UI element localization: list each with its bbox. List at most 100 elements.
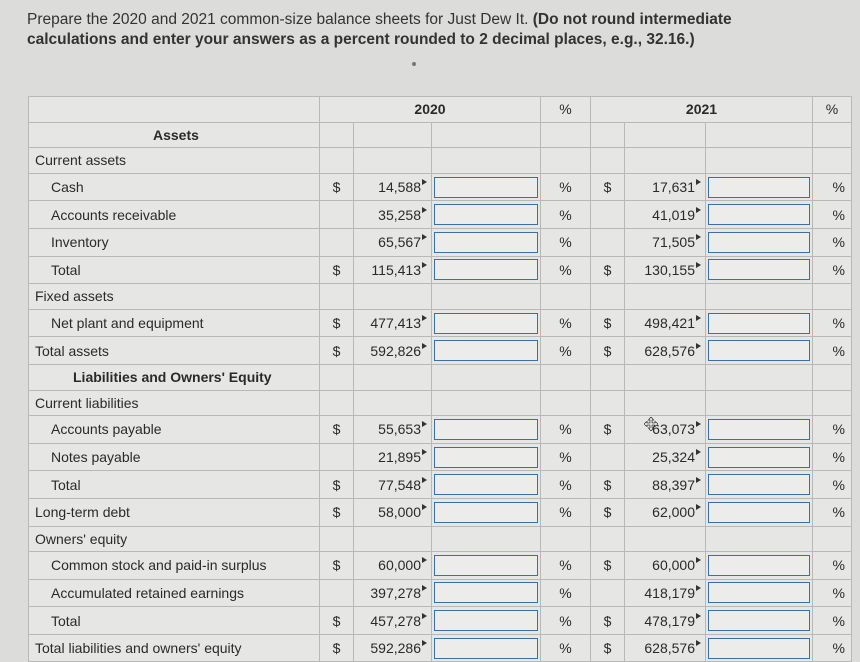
value-2021: 130,155 [624, 255, 706, 285]
pct-input-cell-2021 [705, 172, 813, 202]
empty-cell [431, 389, 541, 417]
value-2021: 63,073 [624, 415, 706, 444]
value-2021-text: 41,019 [652, 206, 695, 223]
value-2020-text: 35,258 [378, 206, 421, 223]
pct-sign-2021: % [812, 551, 852, 580]
pct-input-2020[interactable] [434, 418, 538, 440]
currency-2021 [590, 442, 625, 472]
pct-input-2021[interactable] [708, 554, 810, 576]
empty-cell [431, 363, 541, 391]
empty-cell [624, 121, 706, 149]
pct-sign-2021: % [812, 172, 852, 202]
pct-input-cell-2021 [705, 442, 813, 472]
cell-marker-icon [422, 612, 427, 619]
pct-input-cell-2021 [705, 308, 813, 338]
empty-cell [353, 121, 432, 149]
empty-cell [540, 389, 591, 417]
pct-sign-2021: % [812, 227, 852, 257]
pct-input-2020[interactable] [434, 340, 538, 362]
cell-marker-icon [696, 504, 701, 511]
pct-sign-2020: % [540, 255, 591, 285]
currency-2021: $ [590, 172, 625, 202]
row-label: Long-term debt [28, 497, 320, 527]
empty-cell [319, 121, 354, 149]
currency-2021: $ [590, 308, 625, 338]
table-row: Owners' equity [28, 525, 852, 553]
pct-input-cell-2020 [431, 470, 541, 499]
pct-input-cell-2021 [705, 497, 813, 527]
pct-input-2020[interactable] [434, 231, 538, 253]
instructions-normal: Prepare the 2020 and 2021 common-size ba… [27, 11, 533, 28]
currency-2020: $ [319, 415, 354, 444]
header-row: 2020 % 2021 % [28, 96, 852, 123]
value-2020: 477,413 [353, 308, 432, 338]
currency-2021: $ [590, 336, 625, 365]
value-2021: 41,019 [624, 200, 706, 229]
pct-input-2021[interactable] [708, 501, 810, 523]
pct-input-2020[interactable] [434, 554, 538, 576]
row-label: Current assets [28, 147, 320, 174]
pct-input-2020[interactable] [434, 474, 538, 496]
pct-input-2021[interactable] [708, 474, 810, 496]
pct-input-2021[interactable] [708, 610, 810, 632]
instructions-bold: (Do not round intermediate calculations … [27, 11, 732, 48]
pct-sign-2021: % [812, 606, 852, 635]
pct-input-2020[interactable] [434, 582, 538, 604]
pct-input-2020[interactable] [434, 637, 538, 659]
instructions: Prepare the 2020 and 2021 common-size ba… [27, 10, 747, 50]
pct-input-2020[interactable] [434, 312, 538, 334]
pct-sign-2020: % [540, 633, 591, 662]
empty-cell [812, 283, 852, 310]
value-2020-text: 477,413 [370, 315, 421, 332]
pct-input-2021[interactable] [708, 204, 810, 226]
value-2020: 77,548 [353, 470, 432, 499]
pct-input-cell-2021 [705, 200, 813, 229]
pct-input-2021[interactable] [708, 259, 810, 281]
pct-sign-2021: % [812, 336, 852, 365]
cell-marker-icon [696, 261, 701, 268]
pct-input-2021[interactable] [708, 582, 810, 604]
pct-input-2020[interactable] [434, 176, 538, 198]
pct-sign-2020: % [540, 336, 591, 365]
empty-cell [540, 121, 591, 149]
pct-input-2021[interactable] [708, 231, 810, 253]
pct-input-2020[interactable] [434, 610, 538, 632]
pct-sign-2020: % [540, 172, 591, 202]
table-row: Total liabilities and owners' equity $592… [28, 633, 852, 662]
pct-input-2020[interactable] [434, 204, 538, 226]
pct-input-cell-2021 [705, 606, 813, 635]
value-2020: 65,567 [353, 227, 432, 257]
table-row: Liabilities and Owners' Equity [28, 363, 852, 391]
empty-cell [624, 147, 706, 174]
pct-input-2021[interactable] [708, 340, 810, 362]
pct-input-2020[interactable] [434, 259, 538, 281]
empty-cell [353, 363, 432, 391]
pct-input-2020[interactable] [434, 446, 538, 468]
currency-2020: $ [319, 633, 354, 662]
value-2021: 498,421 [624, 308, 706, 338]
table-row: Cash $14,588% $17,631% [28, 172, 852, 202]
empty-cell [431, 121, 541, 149]
pct-input-2021[interactable] [708, 446, 810, 468]
value-2020-text: 14,588 [378, 179, 421, 196]
move-cursor-icon [644, 417, 658, 431]
cell-marker-icon [696, 206, 701, 213]
pct-input-2020[interactable] [434, 501, 538, 523]
empty-cell [319, 389, 354, 417]
row-label: Inventory [28, 227, 320, 257]
value-2020-text: 60,000 [378, 557, 421, 574]
empty-cell [590, 363, 625, 391]
value-2020: 58,000 [353, 497, 432, 527]
empty-cell [319, 525, 354, 553]
currency-2021: $ [590, 470, 625, 499]
value-2021-text: 478,179 [644, 612, 695, 629]
pct-input-2021[interactable] [708, 312, 810, 334]
pct-sign-2021: % [812, 255, 852, 285]
pct-input-2021[interactable] [708, 176, 810, 198]
empty-cell [540, 363, 591, 391]
cell-marker-icon [696, 449, 701, 456]
value-2021-text: 17,631 [652, 179, 695, 196]
pct-input-2021[interactable] [708, 418, 810, 440]
table-row: Total $115,413% $130,155% [28, 255, 852, 285]
pct-input-2021[interactable] [708, 637, 810, 659]
